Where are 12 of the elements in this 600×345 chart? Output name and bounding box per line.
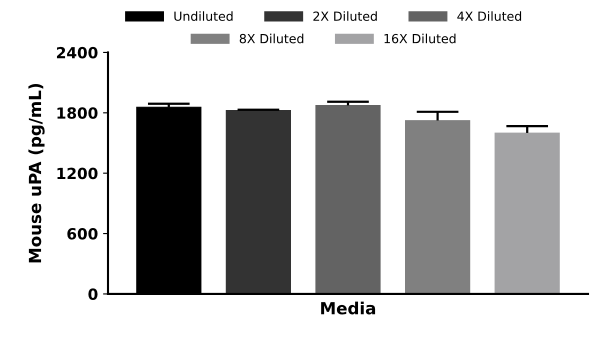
y-tick-label: 0 — [88, 288, 98, 300]
legend-label: 4X Diluted — [457, 11, 522, 21]
legend-label: 2X Diluted — [313, 11, 377, 21]
y-tick-label: 1800 — [57, 107, 98, 119]
legend-label: Undiluted — [174, 11, 233, 21]
y-tick-label: 1200 — [57, 168, 98, 180]
legend-label: 16X Diluted — [384, 34, 456, 44]
y-tick-label: 2400 — [56, 46, 98, 58]
y-axis-title: Mouse uPA (pg/mL) — [28, 84, 45, 262]
y-tick-label: 600 — [67, 228, 98, 240]
x-axis-title: Media — [321, 302, 376, 314]
legend-label: 8X Diluted — [240, 34, 304, 44]
